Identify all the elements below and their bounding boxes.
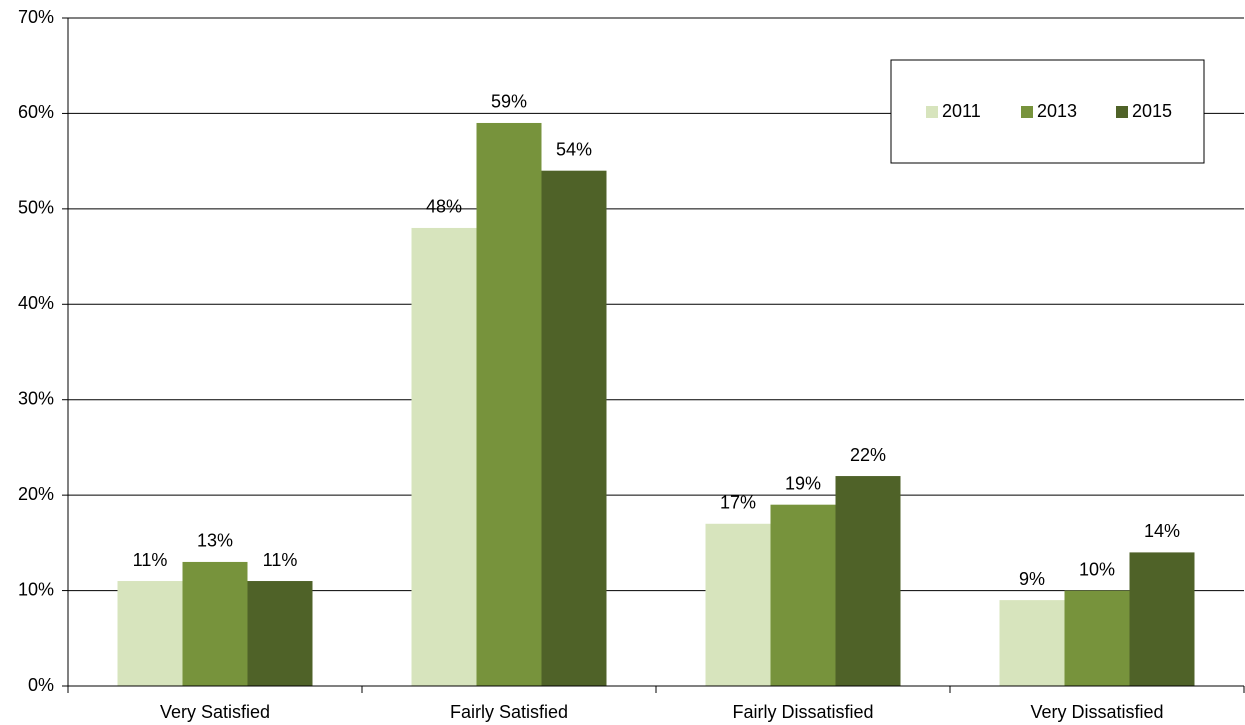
value-label: 14% <box>1144 521 1180 541</box>
bar <box>999 600 1065 686</box>
bar <box>247 581 313 686</box>
legend-box <box>890 59 1205 164</box>
value-label: 17% <box>720 493 756 513</box>
value-label: 10% <box>1079 559 1115 579</box>
bar <box>117 581 183 686</box>
legend-label: 2013 <box>1037 101 1077 121</box>
x-tick-label: Very Dissatisfied <box>1030 702 1163 722</box>
y-tick-label: 70% <box>18 7 54 27</box>
bar <box>182 561 248 686</box>
bar <box>770 504 836 686</box>
y-tick-label: 60% <box>18 102 54 122</box>
legend-label: 2011 <box>942 101 981 121</box>
y-tick-label: 50% <box>18 198 54 218</box>
bar <box>476 122 542 686</box>
value-label: 9% <box>1019 569 1045 589</box>
x-tick-label: Very Satisfied <box>160 702 270 722</box>
value-label: 48% <box>426 197 462 217</box>
value-label: 22% <box>850 445 886 465</box>
bar <box>541 170 607 686</box>
bar <box>835 476 901 686</box>
y-tick-label: 20% <box>18 484 54 504</box>
x-tick-label: Fairly Satisfied <box>450 702 568 722</box>
y-tick-label: 10% <box>18 579 54 599</box>
legend-swatch <box>1116 106 1128 118</box>
legend-swatch <box>926 106 938 118</box>
bar <box>705 523 771 686</box>
bar <box>1129 552 1195 686</box>
bar <box>411 227 477 686</box>
y-tick-label: 30% <box>18 388 54 408</box>
y-tick-label: 40% <box>18 293 54 313</box>
value-label: 59% <box>491 92 527 112</box>
bar <box>1064 590 1130 686</box>
value-label: 19% <box>785 473 821 493</box>
y-tick-label: 0% <box>28 675 54 695</box>
value-label: 11% <box>133 550 168 570</box>
legend-swatch <box>1021 106 1033 118</box>
legend-label: 2015 <box>1132 101 1172 121</box>
value-label: 54% <box>556 139 592 159</box>
value-label: 11% <box>263 550 298 570</box>
value-label: 13% <box>197 531 233 551</box>
x-tick-label: Fairly Dissatisfied <box>732 702 873 722</box>
